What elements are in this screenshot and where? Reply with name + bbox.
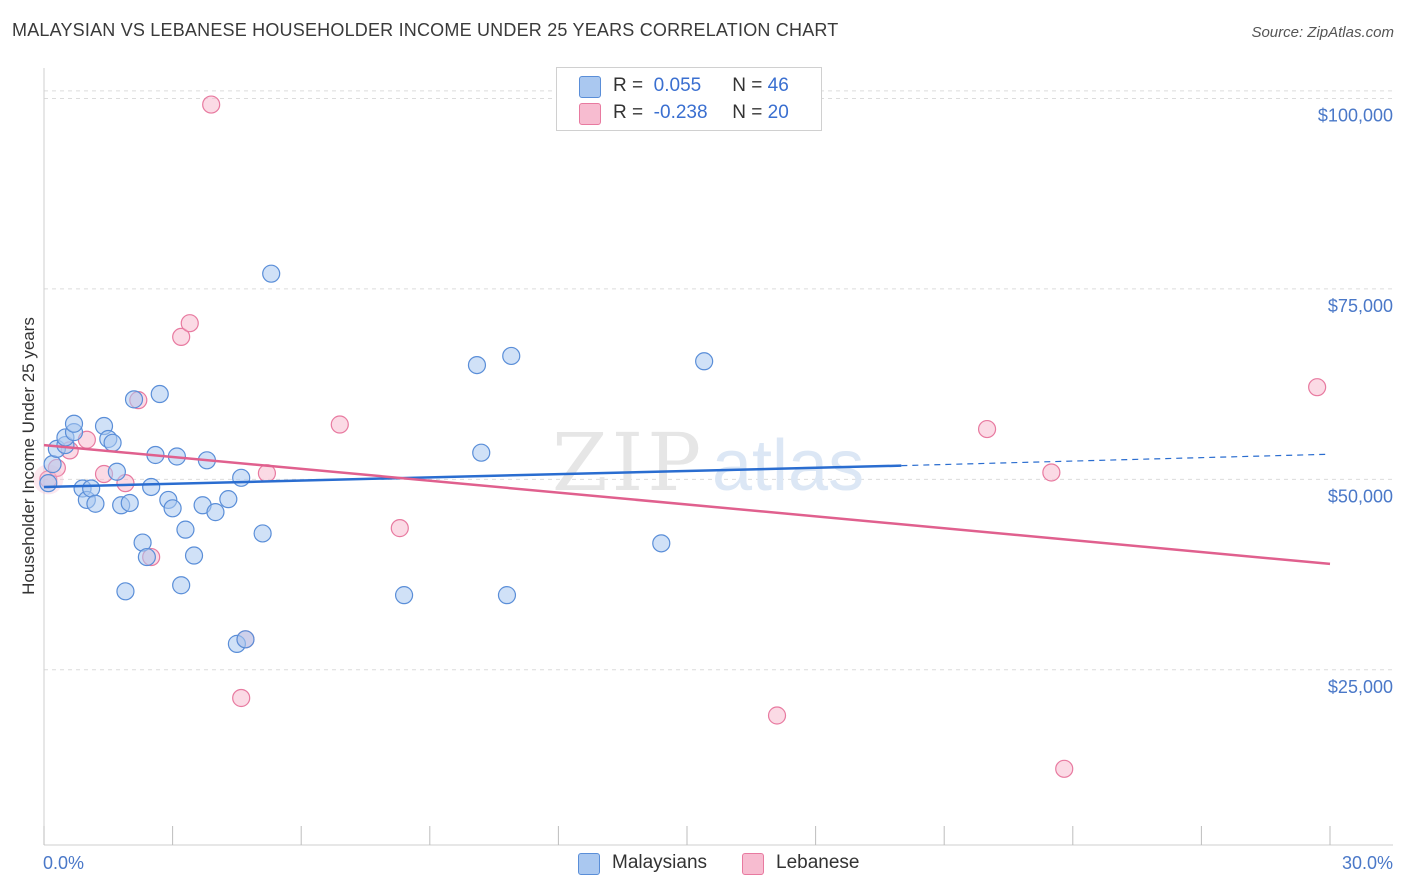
legend-swatch-blue bbox=[579, 76, 601, 98]
lebanese-point bbox=[1308, 378, 1327, 397]
lebanese-point bbox=[232, 688, 251, 708]
lebanese-point bbox=[390, 519, 409, 538]
malaysian-point bbox=[232, 468, 251, 487]
malaysian-point bbox=[467, 355, 487, 375]
stats-legend: R = 0.055 N = 46 R = -0.238 N = 20 bbox=[556, 67, 822, 131]
malaysian-point bbox=[262, 264, 281, 283]
malaysian-point bbox=[472, 443, 491, 462]
watermark: ZIP atlas bbox=[552, 416, 864, 509]
lebanese-point bbox=[767, 706, 787, 725]
malaysian-point bbox=[120, 493, 139, 513]
malaysian-point bbox=[206, 503, 225, 522]
malaysian-point bbox=[124, 390, 144, 409]
malaysian-point bbox=[172, 576, 191, 595]
malaysian-point bbox=[497, 586, 517, 605]
malaysian-point bbox=[43, 455, 62, 474]
lebanese-point bbox=[1042, 463, 1061, 482]
malaysian-point bbox=[163, 499, 182, 518]
malaysian-point bbox=[137, 547, 156, 567]
bottom-legend-swatch-pink bbox=[742, 853, 764, 875]
lebanese-point bbox=[180, 314, 199, 333]
malaysian-point bbox=[236, 630, 255, 649]
legend-text: R = 0.055 N = 46 bbox=[613, 75, 789, 97]
legend-swatch-pink bbox=[579, 103, 601, 125]
grid-lines bbox=[44, 90, 1393, 671]
bottom-legend-swatch-blue bbox=[578, 853, 600, 875]
malaysian-point bbox=[253, 524, 272, 543]
x-tick-label-max: 30.0% bbox=[1342, 853, 1393, 873]
malaysian-point bbox=[142, 477, 161, 497]
malaysian-point bbox=[695, 352, 714, 371]
y-tick-label: $25,000 bbox=[1328, 677, 1393, 697]
malaysian-point bbox=[394, 586, 414, 605]
n-value: 20 bbox=[767, 102, 789, 123]
bottom-legend-label: Lebanese bbox=[776, 852, 860, 873]
source-credit: Source: ZipAtlas.com bbox=[1251, 24, 1394, 41]
malaysian-point bbox=[39, 474, 58, 493]
lebanese-point bbox=[330, 415, 349, 434]
malaysian-trend-line bbox=[43, 464, 902, 489]
malaysian-point bbox=[64, 414, 84, 433]
malaysian-point bbox=[219, 490, 238, 509]
lebanese-point bbox=[977, 419, 997, 439]
r-label: R = bbox=[613, 75, 644, 96]
malaysian-points bbox=[39, 264, 714, 653]
malaysian-point bbox=[652, 534, 671, 553]
chart-title: MALAYSIAN VS LEBANESE HOUSEHOLDER INCOME… bbox=[12, 20, 839, 40]
x-tick-label-min: 0.0% bbox=[43, 853, 84, 873]
n-label: N = bbox=[732, 75, 763, 96]
r-value: -0.238 bbox=[653, 102, 708, 123]
lebanese-trend-line bbox=[43, 443, 1331, 566]
trend-lines bbox=[43, 443, 1331, 566]
n-label: N = bbox=[732, 102, 763, 123]
malaysian-point bbox=[116, 582, 135, 601]
y-axis-label: Householder Income Under 25 years bbox=[19, 317, 38, 595]
malaysian-trend-extension bbox=[901, 453, 1331, 467]
malaysian-point bbox=[176, 520, 195, 539]
lebanese-point bbox=[202, 95, 221, 114]
y-tick-label: $50,000 bbox=[1328, 486, 1393, 506]
r-label: R = bbox=[613, 102, 644, 123]
malaysian-point bbox=[150, 384, 169, 404]
malaysian-point bbox=[184, 546, 204, 565]
y-tick-labels: $25,000 $50,000 $75,000 $100,000 bbox=[1318, 105, 1393, 696]
r-value: 0.055 bbox=[653, 75, 702, 96]
axes bbox=[43, 68, 1393, 846]
lebanese-point bbox=[172, 327, 191, 347]
y-tick-label: $100,000 bbox=[1318, 105, 1393, 125]
legend-text: R = -0.238 N = 20 bbox=[613, 102, 789, 124]
malaysian-point bbox=[103, 433, 122, 452]
malaysian-point bbox=[82, 479, 101, 498]
bottom-legend-label: Malaysians bbox=[612, 852, 708, 873]
malaysian-point bbox=[107, 462, 126, 481]
malaysian-point bbox=[502, 346, 521, 366]
lebanese-point bbox=[1055, 759, 1074, 778]
y-tick-label: $75,000 bbox=[1328, 296, 1393, 316]
malaysian-point bbox=[86, 494, 105, 513]
n-value: 46 bbox=[767, 75, 789, 96]
